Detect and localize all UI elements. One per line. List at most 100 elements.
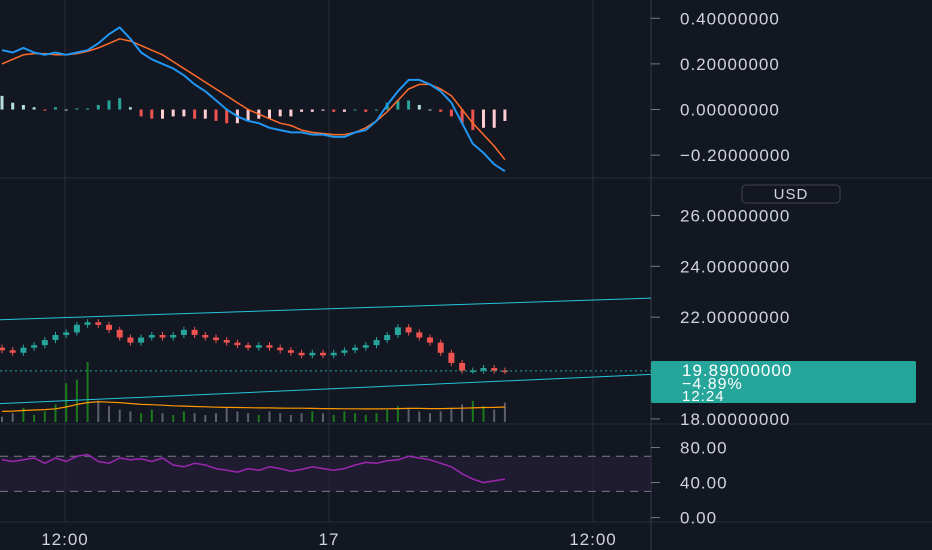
y-tick-label: 40.00: [680, 474, 728, 493]
candle-body: [352, 347, 359, 351]
candle-body: [84, 322, 91, 325]
macd-histogram-bar: [396, 100, 400, 110]
y-tick-label: 0.00000000: [680, 101, 780, 120]
price-pane[interactable]: [0, 297, 652, 422]
candle-body: [202, 334, 209, 338]
macd-histogram-bar: [310, 109, 314, 112]
price-badge-change: −4.89%: [682, 376, 743, 393]
candle-body: [41, 340, 48, 346]
candle-body: [416, 332, 423, 338]
macd-histogram-bar: [300, 109, 304, 112]
volume-bar: [429, 413, 431, 422]
volume-bar: [215, 413, 217, 422]
y-tick-label: 0.40000000: [680, 9, 780, 28]
volume-bar: [129, 411, 132, 422]
volume-bar: [22, 407, 25, 422]
volume-bar: [225, 407, 228, 422]
macd-histogram-bar: [214, 109, 218, 121]
candle-body: [0, 347, 5, 351]
macd-histogram-bar: [364, 109, 368, 112]
volume-bar: [75, 379, 78, 422]
macd-histogram-bar: [246, 109, 250, 121]
candle-body: [180, 329, 187, 335]
y-tick-label: 22.00000000: [680, 308, 790, 327]
candle-body: [298, 352, 305, 356]
volume-bar: [396, 406, 399, 422]
y-tick-label: 18.00000000: [680, 410, 790, 429]
volume-bar: [279, 413, 282, 422]
y-tick-label: −0.20000000: [680, 146, 791, 165]
macd-histogram-bar: [428, 109, 432, 111]
candle-body: [234, 342, 241, 346]
volume-bar: [140, 413, 143, 422]
macd-histogram-bar: [64, 109, 68, 111]
candle-body: [148, 334, 155, 338]
volume-bar: [247, 413, 250, 422]
candle-body: [52, 334, 59, 341]
macd-line: [1, 26, 506, 173]
x-tick-label: 12:00: [41, 530, 89, 549]
macd-histogram-bar: [161, 109, 164, 119]
macd-histogram-bar: [86, 108, 90, 110]
candle-body: [480, 368, 487, 371]
volume-bar: [482, 406, 485, 422]
volume-bar: [450, 407, 453, 422]
volume-bar: [375, 413, 378, 422]
volume-bar: [461, 404, 464, 422]
macd-histogram-bar: [342, 109, 346, 112]
price-badge-countdown: 12:24: [682, 388, 725, 405]
price-badge: 19.89000000 −4.89% 12:24: [651, 361, 916, 405]
channel-lower-line: [0, 373, 652, 405]
y-tick-label: 0.20000000: [680, 55, 780, 74]
price-scale[interactable]: 0.40000000 0.20000000 0.00000000 −0.2000000…: [651, 9, 791, 528]
candle-body: [106, 324, 112, 330]
volume-bar: [343, 411, 346, 422]
macd-histogram-bar: [182, 109, 186, 117]
volume-bar: [65, 383, 68, 422]
candle-body: [138, 337, 145, 343]
candle-body: [95, 322, 102, 325]
macd-histogram-bar: [492, 109, 496, 128]
candle-body: [320, 352, 326, 356]
candle-body: [394, 327, 401, 335]
macd-histogram-bar: [449, 109, 453, 117]
candle-body: [362, 345, 369, 348]
candle-body: [245, 345, 252, 348]
macd-histogram-bar: [332, 109, 336, 112]
volume-bar: [300, 413, 303, 422]
candle-body: [223, 340, 230, 343]
volume-bar: [161, 413, 164, 422]
rsi-pane[interactable]: [0, 453, 651, 492]
candle-body: [191, 329, 198, 335]
currency-button[interactable]: USD: [741, 184, 841, 204]
volume-ma-line: [1, 401, 505, 412]
candle-body: [491, 368, 498, 371]
volume-bar: [289, 414, 292, 422]
candle-body: [127, 337, 134, 343]
volume-bar: [407, 407, 410, 422]
macd-histogram-bar: [439, 109, 443, 112]
rsi-line: [1, 453, 506, 484]
volume-bar: [322, 413, 324, 422]
macd-histogram-bar: [407, 100, 411, 110]
x-tick-label: 12:00: [569, 530, 617, 549]
volume-bar: [108, 406, 110, 422]
y-tick-label: 0.00: [680, 509, 717, 528]
candle-body: [159, 334, 166, 338]
macd-histogram-bar: [54, 107, 57, 110]
candle-body: [341, 350, 348, 353]
currency-button-label: USD: [774, 186, 809, 203]
macd-pane[interactable]: [0, 26, 507, 173]
candle-body: [9, 350, 16, 353]
macd-histogram-bar: [150, 109, 154, 119]
macd-histogram-bar: [471, 109, 475, 131]
macd-histogram-bar: [32, 107, 36, 110]
macd-histogram-bar: [96, 104, 100, 110]
macd-histogram-bar: [321, 109, 325, 111]
volume-bar: [204, 414, 207, 422]
macd-signal-line: [1, 38, 506, 161]
y-tick-label: 24.00000000: [680, 257, 790, 276]
time-axis[interactable]: 12:00 17 12:00: [41, 530, 617, 549]
macd-histogram-bar: [203, 109, 207, 119]
